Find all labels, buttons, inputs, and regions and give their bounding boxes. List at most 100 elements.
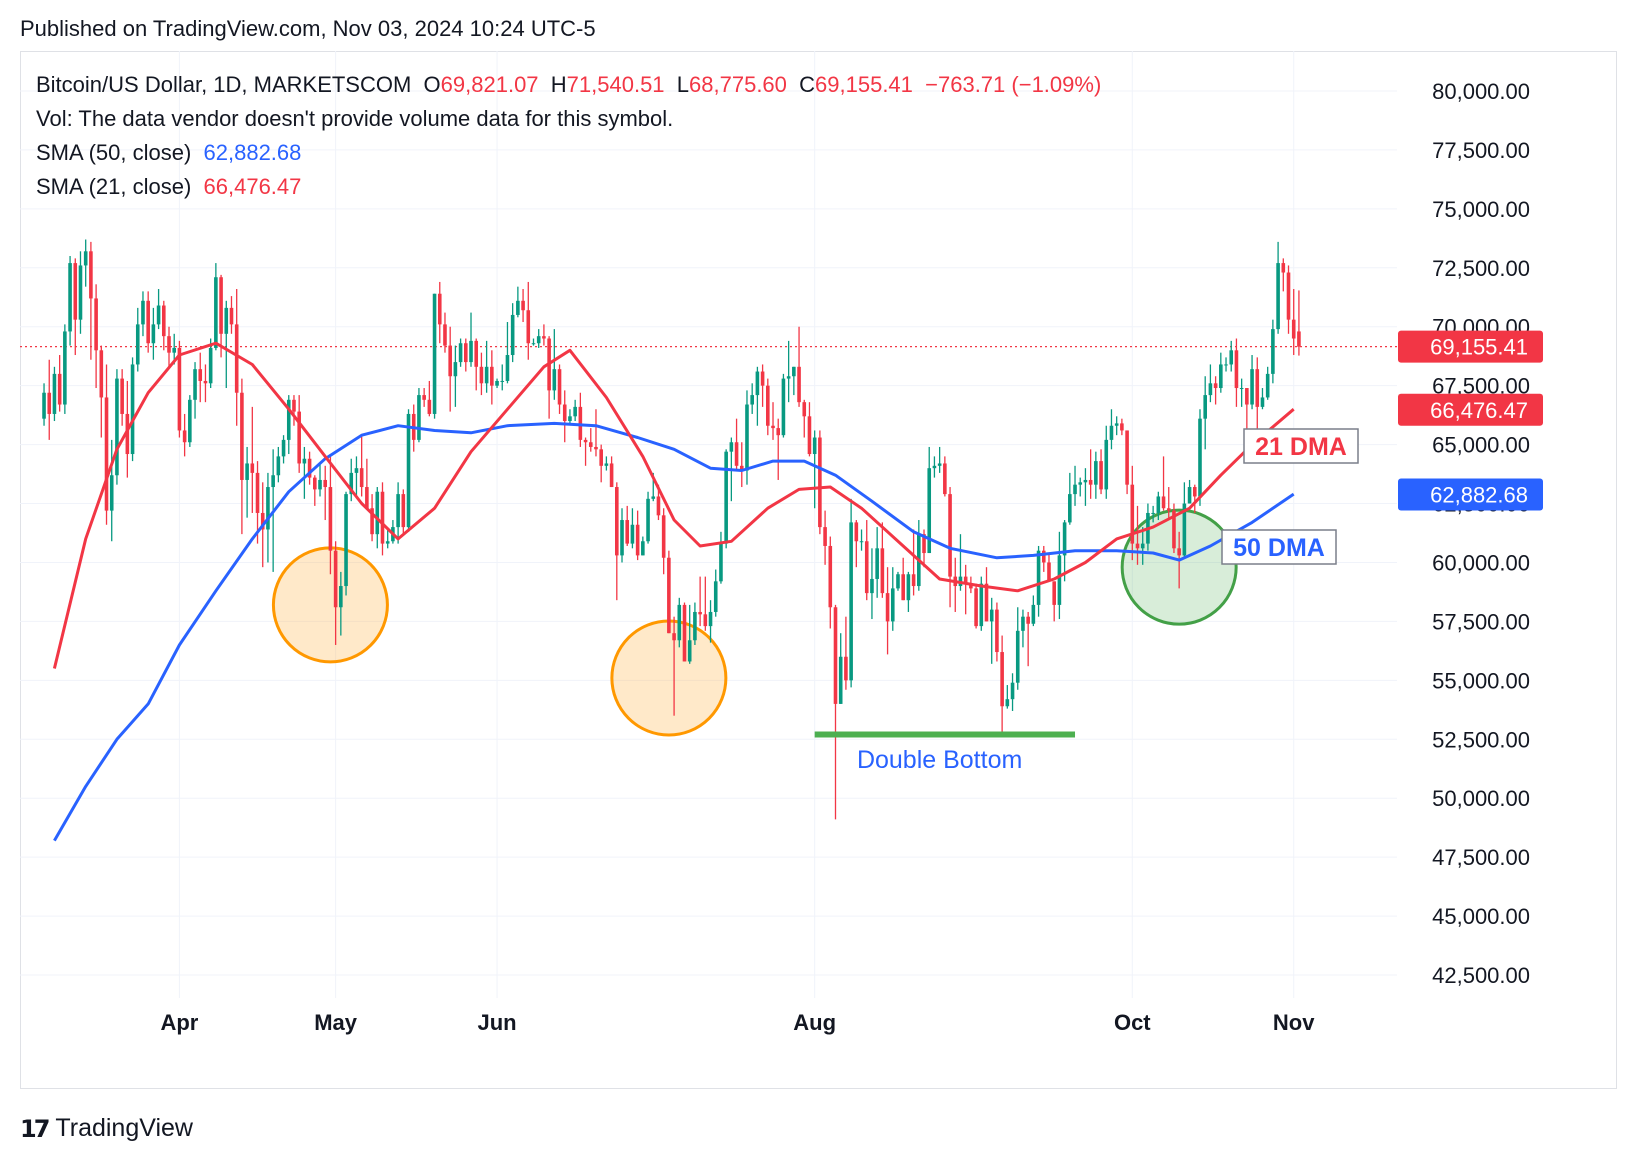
y-tick-label: 52,500.00 — [1432, 727, 1530, 752]
candle-body — [1073, 484, 1077, 495]
candle-body — [625, 520, 630, 544]
candle-body — [94, 298, 98, 351]
candle-body — [672, 633, 676, 641]
candle-body — [948, 494, 952, 577]
candle-body — [1021, 616, 1025, 631]
candle-body — [880, 548, 885, 594]
candle-body — [984, 583, 989, 622]
candle-body — [1151, 512, 1155, 514]
candle-body — [1120, 423, 1124, 431]
candle-body — [698, 611, 702, 615]
candle-body — [271, 475, 275, 488]
candle-body — [854, 522, 859, 542]
candle-body — [646, 498, 650, 542]
candle-body — [385, 541, 390, 544]
candle-body — [719, 543, 723, 582]
ohlc-legend: Bitcoin/US Dollar, 1D, MARKETSCOM O69,82… — [36, 72, 1101, 98]
candle-body — [1099, 461, 1103, 490]
candle-body — [484, 366, 489, 384]
candle-body — [963, 576, 968, 584]
candle-body — [1057, 555, 1062, 605]
candle-body — [667, 557, 671, 634]
candle-body — [73, 263, 78, 320]
candle-body — [1208, 383, 1213, 396]
candle-body — [885, 593, 890, 622]
candle-body — [818, 437, 822, 528]
candle-body — [1271, 329, 1275, 374]
candle-body — [130, 364, 135, 455]
candle-body — [380, 491, 385, 544]
candle-body — [354, 468, 359, 473]
candle-body — [427, 399, 432, 414]
candle-body — [682, 604, 687, 662]
plot-area[interactable] — [20, 239, 1397, 842]
candle-body — [490, 366, 494, 386]
open-label: O — [423, 72, 441, 97]
sma21-legend[interactable]: SMA (21, close) 66,476.47 — [36, 174, 301, 200]
candle-body — [849, 522, 853, 681]
candle-body — [214, 277, 218, 348]
candle-body — [1166, 508, 1171, 511]
candle-body — [323, 479, 328, 488]
candle-body — [312, 477, 317, 490]
candle-body — [911, 574, 916, 587]
candle-body — [1276, 263, 1280, 330]
candle-body — [1245, 388, 1249, 405]
candle-body — [870, 578, 874, 594]
candle-body — [437, 293, 442, 325]
candle-body — [729, 442, 734, 452]
sma50-legend[interactable]: SMA (50, close) 62,882.68 — [36, 140, 301, 166]
candle-body — [635, 524, 640, 556]
candle-body — [328, 487, 333, 551]
candle-body — [1198, 418, 1202, 497]
x-tick-label: Aug — [793, 1010, 836, 1035]
candle-body — [297, 411, 301, 464]
last-price-label-box — [1398, 330, 1543, 363]
candle-body — [161, 305, 166, 337]
candle-body — [1083, 479, 1088, 483]
candle-body — [198, 369, 203, 381]
candle-body — [588, 442, 593, 447]
candle-body — [693, 611, 697, 641]
candle-body — [417, 395, 421, 440]
candle-body — [927, 468, 932, 554]
candle-body — [78, 265, 83, 320]
y-tick-label: 45,000.00 — [1432, 904, 1530, 929]
candle-body — [781, 378, 786, 436]
footer-branding[interactable]: 17 TradingView — [20, 1114, 193, 1143]
close-label: C — [799, 72, 816, 97]
y-tick-label: 42,500.00 — [1432, 963, 1530, 988]
candle-body — [1286, 272, 1291, 320]
candle-body — [406, 413, 411, 528]
y-tick-label: 75,000.00 — [1432, 197, 1530, 222]
candle-body — [318, 479, 322, 490]
tradingview-logo-icon: 17 — [20, 1114, 50, 1143]
sma50-tag-box — [1221, 529, 1337, 565]
candle-body — [63, 331, 67, 405]
sma50-price-label-box — [1398, 478, 1543, 511]
candle-body — [609, 463, 614, 488]
candle-body — [245, 463, 249, 480]
candle-body — [443, 324, 447, 346]
candle-body — [776, 428, 781, 436]
candle-body — [568, 416, 572, 422]
candle-body — [1047, 562, 1051, 582]
candle-body — [542, 336, 546, 339]
candle-body — [531, 343, 536, 345]
candle-body — [1062, 522, 1067, 556]
candle-body — [724, 451, 728, 544]
candle-body — [630, 524, 635, 544]
last-price-label: 69,155.41 — [1430, 335, 1528, 360]
candle-body — [125, 413, 130, 455]
candle-body — [255, 472, 260, 513]
candle-body — [656, 496, 661, 516]
candle-body — [703, 614, 708, 627]
symbol-name[interactable]: Bitcoin/US Dollar, 1D, MARKETSCOM — [36, 72, 412, 97]
candle-body — [1255, 369, 1260, 407]
published-header: Published on TradingView.com, Nov 03, 20… — [20, 16, 596, 41]
candle-body — [240, 392, 244, 480]
candle-body — [208, 347, 213, 384]
y-tick-label: 72,500.00 — [1432, 256, 1530, 281]
